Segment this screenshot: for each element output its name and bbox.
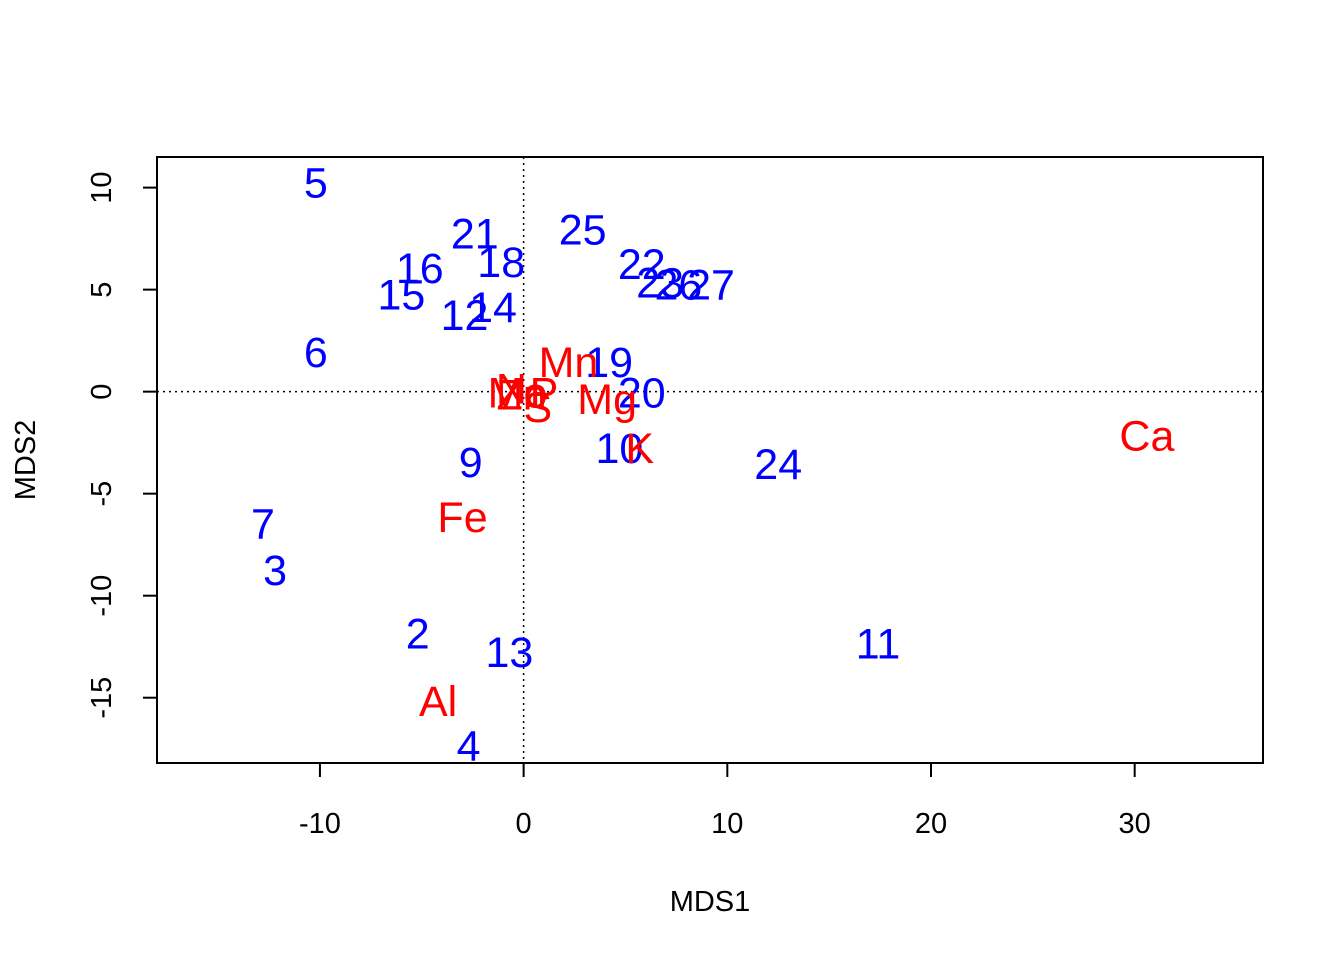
x-tick-label: 30 bbox=[1119, 808, 1151, 840]
sites-label-10: 10 bbox=[595, 425, 643, 473]
species-label-fe: Fe bbox=[437, 494, 487, 542]
y-axis-title: MDS2 bbox=[10, 420, 42, 501]
species-label-mg: Mg bbox=[577, 376, 637, 424]
x-tick-label: 0 bbox=[516, 808, 532, 840]
sites-label-4: 4 bbox=[457, 723, 481, 771]
y-tick-label: -5 bbox=[86, 481, 118, 507]
sites-label-18: 18 bbox=[477, 239, 525, 287]
species-label-mn: Mn bbox=[539, 339, 599, 387]
species-label-al: Al bbox=[419, 678, 457, 726]
sites-label-19: 19 bbox=[585, 339, 633, 387]
species-label-zn: Zn bbox=[496, 372, 546, 420]
sites-label-24: 24 bbox=[754, 441, 802, 489]
sites-label-27: 27 bbox=[687, 262, 735, 310]
sites-label-6: 6 bbox=[304, 329, 328, 377]
y-tick-label: 10 bbox=[86, 171, 118, 203]
sites-label-3: 3 bbox=[263, 547, 287, 595]
sites-label-5: 5 bbox=[304, 160, 328, 208]
species-label-ca: Ca bbox=[1119, 413, 1174, 461]
x-axis-title: MDS1 bbox=[670, 886, 751, 918]
sites-label-21: 21 bbox=[451, 211, 499, 259]
species-label-mo: Mo bbox=[488, 370, 548, 418]
species-label-s: S bbox=[524, 384, 553, 432]
reference-lines bbox=[157, 157, 1263, 763]
sites-label-12: 12 bbox=[441, 292, 489, 340]
x-tick-label: 10 bbox=[711, 808, 743, 840]
y-tick-label: -10 bbox=[86, 575, 118, 617]
sites-label-7: 7 bbox=[251, 500, 275, 548]
species-label-k: K bbox=[625, 425, 654, 473]
sites-label-2: 2 bbox=[406, 610, 430, 658]
sites-label-9: 9 bbox=[459, 439, 483, 487]
sites-label-11: 11 bbox=[856, 621, 901, 669]
species-label-p: P bbox=[530, 370, 559, 418]
x-axis: -10 0 10 20 30 bbox=[299, 762, 1151, 840]
sites-label-13: 13 bbox=[485, 629, 533, 677]
sites-label-26: 26 bbox=[655, 262, 703, 310]
x-tick-label: -10 bbox=[299, 808, 341, 840]
sites-label-22: 22 bbox=[618, 241, 666, 289]
species-label-n: N bbox=[496, 366, 527, 414]
y-axis: -15 -10 -5 0 5 10 bbox=[86, 171, 158, 719]
y-tick-label: 0 bbox=[86, 384, 118, 400]
plot-frame bbox=[156, 156, 1264, 764]
sites-label-20: 20 bbox=[618, 370, 666, 418]
y-tick-label: 5 bbox=[86, 282, 118, 298]
sites-label-15: 15 bbox=[377, 272, 425, 320]
sites-label-16: 16 bbox=[396, 245, 444, 293]
sites-label-14: 14 bbox=[469, 284, 517, 332]
y-tick-label: -15 bbox=[86, 677, 118, 719]
sites-label-23: 23 bbox=[636, 260, 684, 308]
x-tick-label: 20 bbox=[915, 808, 947, 840]
sites-label-25: 25 bbox=[559, 206, 607, 254]
